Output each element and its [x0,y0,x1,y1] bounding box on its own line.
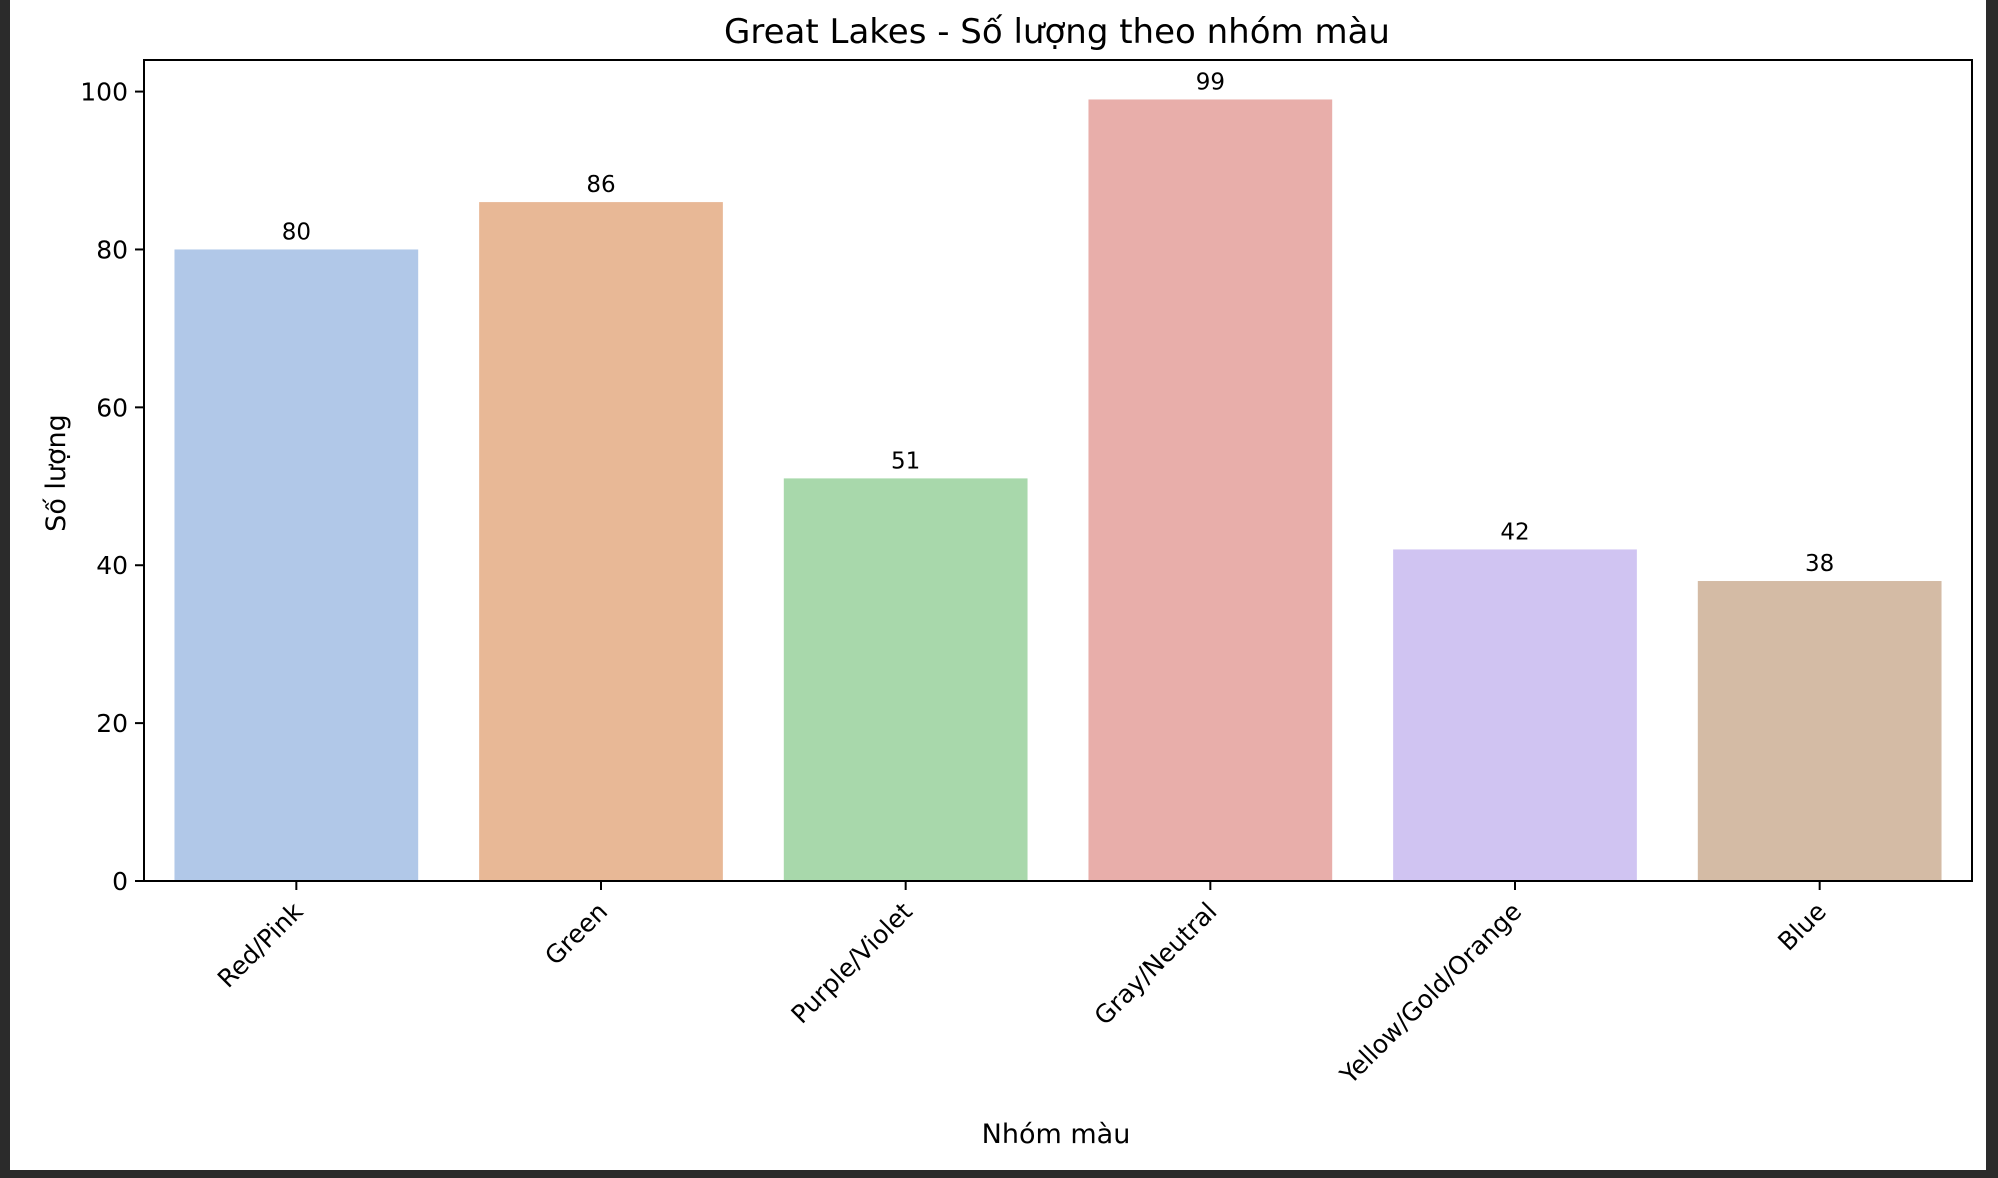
bar-chart: Great Lakes - Số lượng theo nhóm màu Số … [41,12,1973,1150]
bar-value-label: 99 [1196,69,1225,95]
bar-value-label: 80 [282,219,311,245]
y-tick-label: 80 [96,235,128,264]
plot-area-frame [143,59,1973,882]
bar-purple-violet [783,478,1028,881]
bar-value-label: 38 [1805,551,1834,577]
x-tick-label: Red/Pink [212,896,309,993]
bar-red-pink [174,249,419,881]
x-tick-label: Gray/Neutral [1089,897,1223,1031]
bar-gray-neutral [1088,99,1333,882]
bar-green [479,202,723,881]
bar-yellow-gold-orange [1393,549,1637,881]
y-tick-label: 0 [112,867,128,896]
bar-blue [1697,581,1942,881]
chart-frame: Great Lakes - Số lượng theo nhóm màu Số … [10,0,1986,1170]
chart-title: Great Lakes - Số lượng theo nhóm màu [724,12,1390,52]
bar-value-label: 51 [891,448,920,474]
x-tick-label: Blue [1772,897,1832,957]
bar-value-label: 86 [586,172,615,198]
y-axis-label: Số lượng [41,414,72,532]
x-axis-ticks: Red/Pink Green Purple/Violet Gray/Neutral Ye… [212,881,1832,1090]
y-tick-label: 60 [96,393,128,422]
x-tick-label: Purple/Violet [785,897,918,1030]
x-tick-label: Yellow/Gold/Orange [1334,897,1528,1091]
x-tick-label: Green [539,897,613,971]
bar-value-label: 42 [1500,519,1529,545]
x-axis-label: Nhóm màu [982,1119,1131,1150]
y-axis-ticks: 0 20 40 60 80 100 [80,78,144,896]
y-tick-label: 40 [96,551,128,580]
y-tick-label: 100 [80,78,128,107]
bars-layer: 80 86 51 99 42 38 [174,69,1942,882]
y-tick-label: 20 [96,709,128,738]
